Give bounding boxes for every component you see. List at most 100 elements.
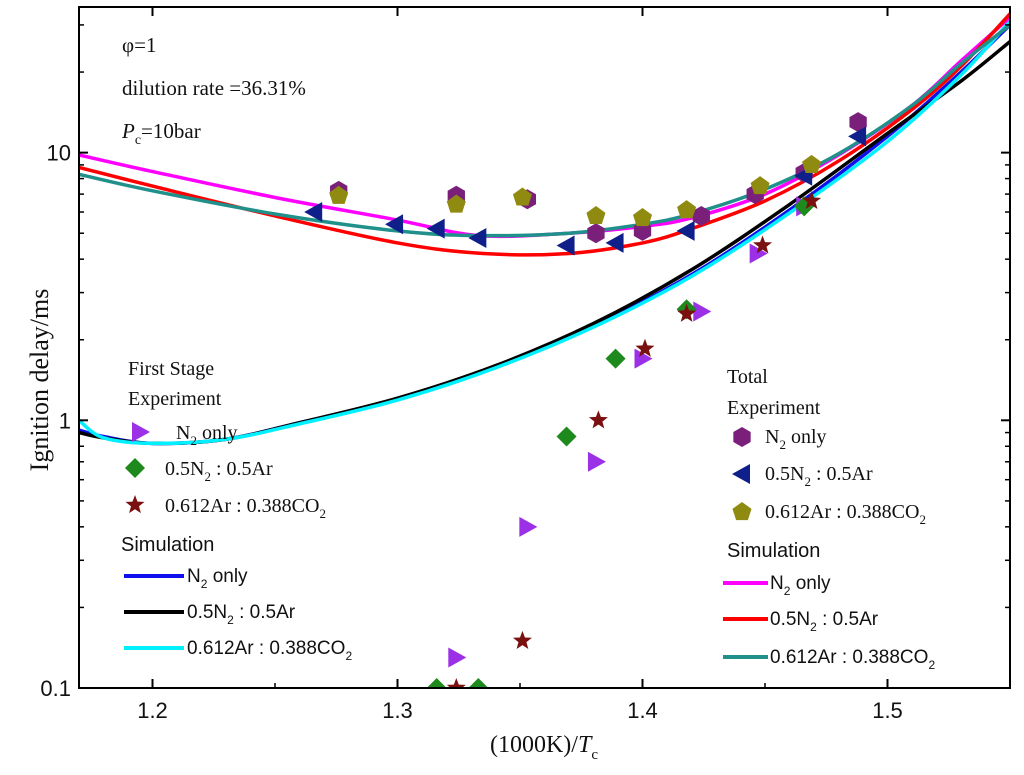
legend-marker-tot-co2: [732, 502, 752, 521]
legend-sim-fs-co2-label: 0.612Ar : 0.388CO2: [187, 638, 352, 663]
marker-tot_mix: [468, 227, 487, 248]
marker-tot_mix: [556, 235, 575, 256]
marker-fs_mix: [426, 678, 447, 688]
legend-sim-tot-co2-a: 0.612Ar : 0.388CO: [770, 647, 928, 668]
x-axis-label-main: (1000K)/: [490, 732, 578, 758]
marker-tot_n2: [587, 223, 605, 244]
legend-tot-n2-sym: N: [765, 426, 779, 448]
legend-fs-co2-label: 0.612Ar : 0.388CO2: [165, 495, 326, 521]
legend-sim-tot-co2-label: 0.612Ar : 0.388CO2: [770, 647, 935, 672]
annotation-phi: φ=1: [122, 33, 156, 57]
marker-tot_co2: [586, 205, 606, 225]
sim-line-sim_fs_co2: [79, 19, 1010, 446]
legend-fs-mix-sub: 2: [204, 469, 211, 484]
marker-fs_co2: [635, 338, 655, 357]
pressure-val: =10bar: [141, 119, 201, 143]
legend-sim-tot-mix-a: 0.5N: [770, 609, 810, 630]
pressure-var: P: [121, 119, 135, 143]
y-tick-label: 1: [59, 408, 71, 433]
legend-sim-fs-co2-sub: 2: [345, 649, 352, 663]
marker-fs_n2: [448, 647, 467, 668]
marker-fs_mix: [556, 426, 577, 447]
x-tick-label: 1.2: [137, 698, 168, 723]
legend-tot-co2-a: 0.612Ar : 0.388CO: [765, 501, 919, 523]
legend-tot-co2-label: 0.612Ar : 0.388CO2: [765, 501, 926, 527]
legend-marker-tot-mix: [732, 464, 750, 484]
legend-tot-n2-sub: 2: [779, 437, 786, 452]
legend-fs-mix-a: 0.5N: [165, 458, 204, 480]
marker-tot_co2: [329, 185, 349, 204]
x-tick-label: 1.3: [382, 698, 413, 723]
marker-fs_n2: [634, 348, 653, 369]
legend-tot-mix-b: : 0.5Ar: [811, 463, 873, 485]
legend-fs-n2-sub: 2: [190, 433, 197, 448]
x-axis-label-var: T: [578, 732, 593, 758]
legend-sim-tot-mix-b: : 0.5Ar: [817, 609, 879, 630]
marker-tot_mix: [848, 126, 867, 147]
marker-fs_n2: [693, 301, 712, 322]
marker-fs_mix: [605, 348, 626, 369]
marker-fs_co2: [588, 410, 608, 429]
marker-tot_mix: [676, 220, 695, 241]
legend-sim-fs-mix-label: 0.5N2 : 0.5Ar: [187, 602, 296, 627]
sim-line-sim_tot_co2: [79, 23, 1010, 238]
plot-frame: [78, 6, 1011, 689]
legend-fs-n2-label: N2 only: [176, 422, 238, 448]
marker-fs_mix: [468, 678, 489, 688]
legend-fs-n2-sym: N: [176, 422, 190, 444]
legend-sim-tot-co2-sub: 2: [928, 658, 935, 672]
legend-sim-tot-n2-sub: 2: [784, 584, 791, 598]
y-axis-label: Ignition delay/ms: [25, 289, 54, 472]
legend-sim-fs-mix-b: : 0.5Ar: [234, 602, 296, 623]
marker-fs_co2: [446, 678, 466, 688]
sim-line-sim_fs_mix: [79, 40, 1010, 446]
marker-tot_co2: [446, 194, 466, 213]
legend-total-title: Total: [727, 366, 768, 388]
legend-sim-fs-n2-rest: only: [207, 566, 248, 587]
x-axis-label: (1000K)/Tc: [490, 732, 598, 763]
y-tick-label: 0.1: [40, 676, 71, 701]
marker-fs_co2: [802, 190, 822, 210]
annotation-dilution: dilution rate =36.31%: [122, 76, 306, 100]
legend-marker-fs-mix: [125, 458, 145, 478]
marker-fs_co2: [677, 303, 697, 322]
x-tick-label: 1.4: [627, 698, 658, 723]
legend-sim-fs-n2-sym: N: [187, 566, 201, 587]
marker-tot_mix: [426, 218, 445, 239]
legend-tot-mix-a: 0.5N: [765, 463, 804, 485]
legend-fs-mix-b: : 0.5Ar: [211, 458, 273, 480]
legend-sim-fs-n2-label: N2 only: [187, 566, 248, 591]
legend-marker-tot-n2: [733, 427, 751, 447]
legend-sim-fs-n2-sub: 2: [201, 577, 208, 591]
marker-tot_mix: [304, 202, 323, 223]
marker-tot_co2: [632, 207, 653, 227]
marker-tot_co2: [512, 187, 532, 206]
legend-first-stage-simulation-title: Simulation: [121, 534, 214, 556]
legend-tot-mix-label: 0.5N2 : 0.5Ar: [765, 463, 873, 489]
legend-total-experiment-title: Experiment: [727, 397, 821, 419]
legend-fs-mix-label: 0.5N2 : 0.5Ar: [165, 458, 273, 484]
legend-sim-fs-co2-a: 0.612Ar : 0.388CO: [187, 638, 345, 659]
legend-sim-tot-n2-sym: N: [770, 573, 784, 594]
marker-tot_mix: [605, 232, 624, 253]
marker-tot_co2: [750, 176, 770, 195]
marker-tot_co2: [677, 200, 697, 219]
marker-tot_mix: [385, 214, 404, 235]
legend-tot-co2-sub: 2: [919, 512, 926, 527]
legend-sim-tot-mix-sub: 2: [810, 620, 817, 634]
marker-fs_n2: [587, 451, 606, 472]
marker-tot_n2: [692, 205, 710, 226]
legend-total: Total Experiment N2 only 0.5N2 : 0.5Ar 0…: [723, 366, 935, 672]
legend-fs-co2-sub: 2: [319, 506, 326, 521]
marker-fs_co2: [753, 235, 773, 254]
marker-fs_n2: [749, 243, 768, 264]
legend-sim-tot-n2-label: N2 only: [770, 573, 831, 598]
legend-first-stage: First Stage Experiment N2 only 0.5N2 : 0…: [121, 358, 352, 663]
x-axis-label-sub: c: [591, 747, 598, 763]
pressure-sub: c: [135, 133, 141, 148]
marker-fs_n2: [519, 516, 538, 537]
marker-tot_co2: [802, 154, 822, 173]
y-tick-label: 10: [47, 141, 71, 166]
legend-tot-mix-sub: 2: [804, 474, 811, 489]
